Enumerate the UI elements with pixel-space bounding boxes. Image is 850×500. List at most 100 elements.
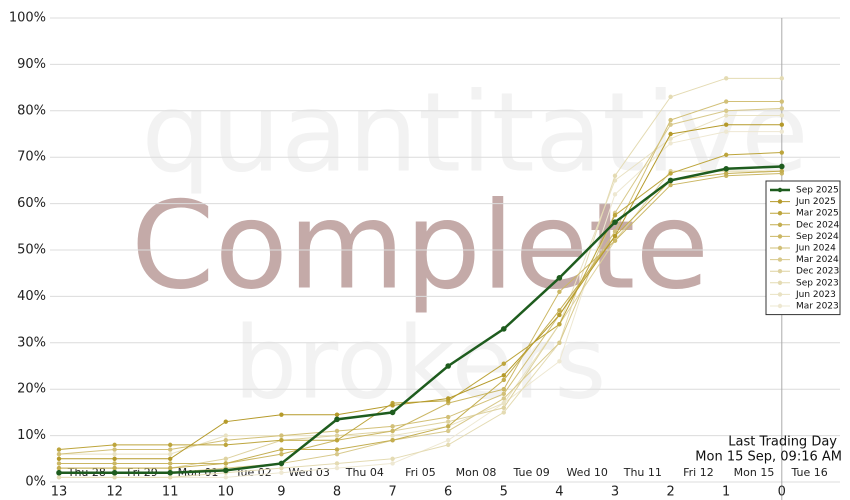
point [168,442,173,448]
legend-label: Mar 2023 [796,302,839,312]
legend-dot [777,257,783,262]
point [279,433,284,438]
date-label: Wed 10 [566,466,607,479]
point [279,412,284,417]
point [168,456,173,461]
legend-dot [777,280,783,285]
point [501,387,506,392]
legend-dot [777,187,783,193]
point [557,359,562,364]
point [223,467,229,474]
legend-label: Jun 2024 [795,244,836,254]
point [446,438,451,443]
y-tick-label: 50% [17,243,46,258]
y-tick-label: 100% [9,11,46,26]
legend-label: Mar 2025 [796,209,839,219]
point [279,447,284,452]
date-label: Tue 16 [790,466,827,479]
date-label: Fri 12 [683,466,714,479]
watermark: Complete [131,178,709,317]
point [501,361,506,366]
series-line [59,124,782,460]
x-tick-label: 4 [555,485,563,500]
point [446,442,451,448]
x-tick-label: 10 [218,485,235,500]
point [334,416,340,423]
point [223,461,228,466]
point [557,289,562,294]
legend-dot [777,303,783,309]
point [334,438,340,443]
date-label: Mon 15 [734,466,775,479]
point [445,363,452,369]
series-line [59,77,782,478]
y-tick-label: 20% [17,382,46,397]
date-label: Thu 11 [623,466,662,479]
y-tick-label: 80% [17,103,46,118]
point [446,428,451,434]
point [112,451,117,457]
point [390,424,395,429]
y-tick-label: 40% [17,289,46,304]
point [112,447,117,452]
annotation: Last Trading Day [728,435,837,450]
point [112,456,117,461]
x-tick-label: 7 [388,485,396,500]
legend-dot [777,292,783,297]
point [556,275,563,281]
point [779,122,784,127]
point [56,475,62,480]
point [334,428,340,434]
point [667,177,674,184]
point [724,108,729,114]
point [724,129,729,134]
point [56,469,62,476]
date-label: Mon 08 [456,466,497,479]
point [501,391,506,397]
point [724,99,729,104]
x-tick-label: 11 [162,485,179,500]
point [612,238,618,243]
point [557,308,562,313]
point [779,106,784,111]
point [390,438,395,443]
series-line [59,114,782,455]
y-tick-label: 10% [17,428,46,443]
point [724,113,729,118]
point [56,465,62,471]
legend-label: Mar 2024 [796,255,839,265]
series-line [59,165,782,474]
point [334,433,340,438]
legend-dot [777,234,783,239]
point [668,117,673,123]
point [446,424,451,429]
point [56,456,62,461]
point [279,438,284,443]
series [56,76,784,480]
point [279,465,284,471]
point [278,460,285,467]
point [56,451,62,457]
y-tick-label: 70% [17,150,46,165]
legend-label: Sep 2024 [796,232,839,242]
legend-label: Sep 2023 [796,278,839,288]
annotation: Mon 15 Sep, 09:16 AM [695,450,842,465]
date-label: Tue 09 [512,466,549,479]
series-line [59,172,782,464]
point [668,136,673,141]
point [167,469,173,476]
point [223,438,228,443]
point [390,456,395,461]
y-tick-label: 0% [25,475,46,490]
point [223,419,228,424]
date-label: Fri 05 [405,466,436,479]
point [279,470,284,475]
x-tick-label: 9 [277,485,285,500]
point [168,461,173,466]
point [446,419,451,424]
point [501,326,507,332]
point [223,456,228,461]
legend-label: Sep 2025 [796,186,839,196]
point [390,433,395,438]
